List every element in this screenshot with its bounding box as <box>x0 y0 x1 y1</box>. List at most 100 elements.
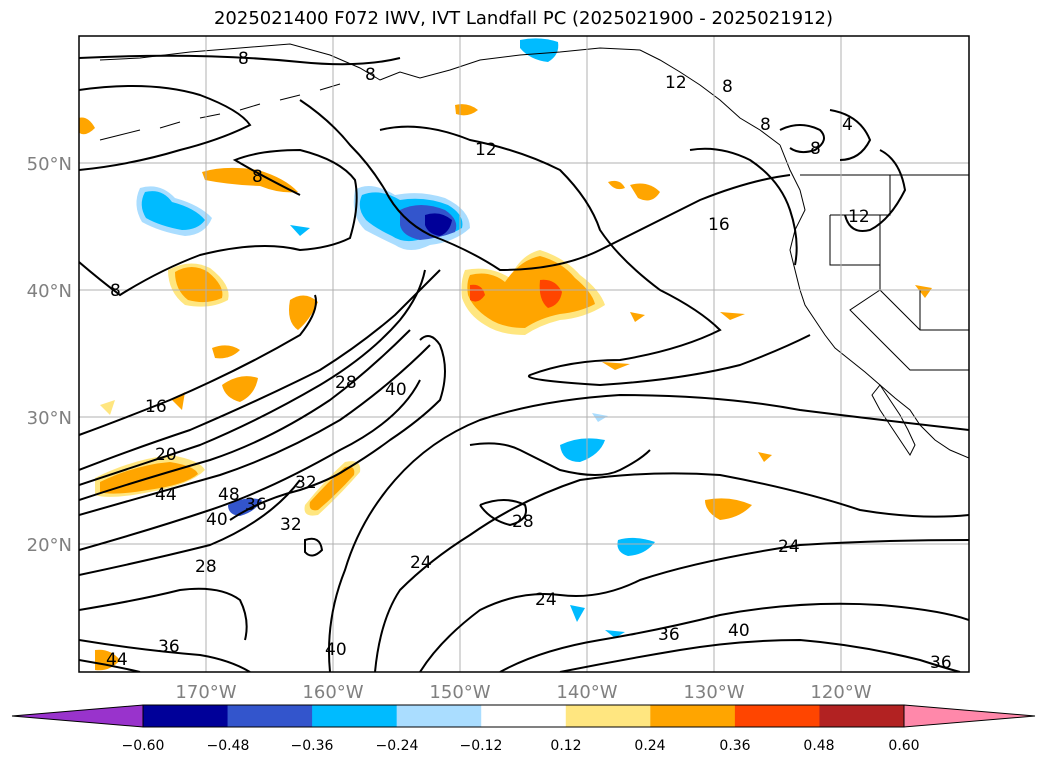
positive-anomaly-area <box>467 256 595 328</box>
contour-line <box>79 148 358 297</box>
contour-line <box>79 379 421 551</box>
lat-label-20n: 20°N <box>27 535 72 556</box>
colorbar-tick-label: −0.48 <box>207 738 250 754</box>
contour-line <box>79 269 426 486</box>
contour-label: 12 <box>848 207 870 227</box>
negative-anomaly-area <box>520 38 559 62</box>
contour-label: 44 <box>155 485 177 505</box>
contour-label: 36 <box>930 653 952 673</box>
positive-anomaly-area <box>212 345 240 359</box>
contour-label: 44 <box>106 650 128 670</box>
positive-anomaly-area <box>539 279 562 308</box>
positive-anomaly-area <box>309 466 355 511</box>
negative-anomaly-area <box>570 605 585 622</box>
negative-anomaly-area <box>617 537 655 556</box>
map-frame <box>78 35 970 673</box>
contour-line <box>374 472 969 672</box>
positive-anomaly-area <box>455 104 478 116</box>
west-coast <box>779 144 969 459</box>
contour-label: 28 <box>512 512 534 532</box>
contour-line <box>79 587 248 641</box>
contour-label: 8 <box>365 65 376 85</box>
colorbar-segments <box>11 704 1036 728</box>
positive-anomaly-area <box>202 167 298 193</box>
alaska-coastline <box>99 43 781 146</box>
positive-anomaly-area <box>720 312 745 320</box>
contour-label: 16 <box>708 215 730 235</box>
contour-label: 8 <box>760 115 771 135</box>
lat-label-30n: 30°N <box>27 408 72 429</box>
lat-label-40n: 40°N <box>27 281 72 302</box>
colorbar-segment <box>650 705 736 727</box>
contour-label: 40 <box>728 621 750 641</box>
colorbar-segment <box>481 705 567 727</box>
positive-anomaly-area <box>608 180 625 190</box>
colorbar-segment <box>143 705 229 727</box>
contour-line <box>79 329 411 501</box>
colorbar-segment <box>312 705 398 727</box>
contour-line <box>689 147 798 266</box>
lon-label-140w: 140°W <box>556 682 617 703</box>
lon-label-150w: 150°W <box>429 682 490 703</box>
lon-label-130w: 130°W <box>683 682 744 703</box>
contour-label: 48 <box>218 485 240 505</box>
colorbar-tick-label: −0.12 <box>460 738 503 754</box>
colorbar-segment <box>565 705 651 727</box>
lon-label-160w: 160°W <box>302 682 363 703</box>
contour-line <box>779 124 825 154</box>
contour-line <box>479 499 527 527</box>
contour-line <box>79 54 401 66</box>
positive-anomaly-area <box>758 452 772 462</box>
positive-anomaly-area <box>79 117 95 135</box>
colorbar-extend-high <box>903 704 1036 728</box>
contour-line <box>844 149 907 232</box>
map-content <box>79 36 969 672</box>
colorbar-tick-label: −0.60 <box>122 738 165 754</box>
contour-line <box>379 125 811 387</box>
colorbar-segment <box>227 705 313 727</box>
contour-line <box>79 659 141 672</box>
positive-anomaly-area <box>222 376 258 402</box>
contour-label: 40 <box>206 510 228 530</box>
contour-label: 36 <box>658 625 680 645</box>
positive-anomaly-area <box>915 285 932 298</box>
positive-anomaly-area <box>95 649 120 671</box>
colorbar-segment <box>396 705 482 727</box>
contour-label: 24 <box>778 537 800 557</box>
colorbar-frame <box>142 704 905 728</box>
colorbar-tick-label: 0.24 <box>634 738 665 754</box>
contour-line <box>559 638 961 672</box>
contour-line <box>829 109 872 161</box>
contour-labels: 8 8 8 8 8 8 8 4 12 12 12 16 16 20 24 24 … <box>106 49 952 673</box>
contour-line <box>79 479 301 576</box>
colorbar-tick-label: −0.24 <box>376 738 419 754</box>
contour-line <box>304 537 324 557</box>
longitude-labels: 170°W 160°W 150°W 140°W 130°W 120°W <box>175 682 871 703</box>
negative-anomaly-area <box>605 630 625 638</box>
positive-anomaly-area <box>630 183 660 201</box>
colorbar-tick-label: 0.48 <box>803 738 834 754</box>
positive-anomaly-area <box>630 312 645 322</box>
contour-line <box>299 99 791 272</box>
contour-line <box>79 269 441 471</box>
contour-label: 28 <box>195 557 217 577</box>
contour-label: 40 <box>325 640 347 660</box>
contour-line <box>328 393 969 672</box>
colorbar-tick-label: −0.36 <box>291 738 334 754</box>
contour-label: 36 <box>245 495 267 515</box>
negative-anomaly-area <box>425 213 452 236</box>
contour-line <box>79 344 431 516</box>
contour-label: 16 <box>145 397 167 417</box>
contour-label: 12 <box>475 140 497 160</box>
colorbar-tick-label: 0.60 <box>888 738 919 754</box>
contour-label: 24 <box>410 553 432 573</box>
colorbar-tick-label: 0.36 <box>719 738 750 754</box>
positive-anomaly-area <box>172 392 185 410</box>
contour-line <box>79 294 317 436</box>
contour-label: 40 <box>385 380 407 400</box>
negative-anomaly-area <box>141 191 205 230</box>
contour-label: 24 <box>535 590 557 610</box>
positive-anomaly-area <box>470 284 485 302</box>
latitude-labels: 50°N 40°N 30°N 20°N <box>27 154 72 556</box>
